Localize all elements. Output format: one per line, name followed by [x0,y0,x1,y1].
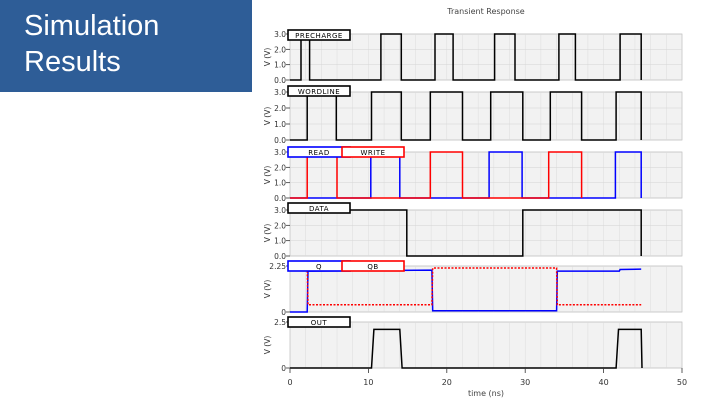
x-tick-label: 10 [363,378,373,387]
chart-panel: 2.25 0 V (V) Q QB [263,260,683,317]
plot-area [289,91,683,141]
y-tick-label: 1.0 [274,237,286,246]
plot-area [289,33,683,81]
legend-box [287,85,351,97]
legend-label: Q [316,263,322,271]
x-axis-label: time (ns) [468,389,504,398]
chart-panel: 3.0 2.0 1.0 0.0 V (V) WORDLINE [263,85,683,145]
legend-label: DATA [309,205,329,213]
y-tick-label: 1.0 [274,120,286,129]
chart-panel: 3.0 2.0 1.0 0.0V (V) READ WRITE [263,146,683,203]
y-axis-label: V (V) [263,224,272,243]
legend-box [287,29,351,41]
y-tick-label: 2.0 [274,104,286,113]
x-tick-label: 40 [599,378,609,387]
y-axis-label: V (V) [263,280,272,299]
y-tick-label: 0.0 [274,76,286,85]
y-tick-label: 2.0 [274,221,286,230]
y-tick-label: 0.0 [274,252,286,261]
plot-area [289,151,683,199]
y-tick-label: 2.25 [269,262,286,271]
series-line [290,33,642,81]
legend-label: QB [367,263,378,271]
y-tick-label: 0 [281,364,286,373]
series-line [290,209,642,257]
legend-label: WORDLINE [298,88,340,96]
y-tick-label: 3.0 [274,30,286,39]
chart-panels: 3.02.01.00.0V (V)PRECHARGE3.02.01.00.0V … [263,29,683,373]
plot-area [289,209,683,257]
x-tick-label: 20 [442,378,452,387]
y-tick-label: 3.0 [274,148,286,157]
y-tick-label: 0 [281,308,286,317]
y-axis-label: V (V) [263,48,272,67]
y-axis-label: V (V) [263,336,272,355]
title-panel [0,0,252,92]
y-tick-label: 3.0 [274,206,286,215]
legend-label: WRITE [360,149,385,157]
series-line [290,266,642,306]
x-tick-label: 0 [287,378,292,387]
y-tick-label: 2.0 [274,163,286,172]
x-tick-label: 50 [677,378,687,387]
legend-label: PRECHARGE [295,32,343,40]
slide-title: Simulation Results [24,10,160,78]
series-line [290,91,642,141]
x-tick-label: 30 [520,378,530,387]
y-axis-label: V (V) [263,166,272,185]
chart-panel: 3.0 2.0 1.0 0.0V (V) DATA [263,202,683,261]
legend-box [287,316,351,328]
series-line [290,328,643,369]
legend-box [341,146,405,158]
y-axis-label: V (V) [263,107,272,126]
y-tick-label: 1.0 [274,179,286,188]
y-tick-label: 1.0 [274,61,286,70]
chart-title: Transient Response [446,7,525,16]
legend-label: READ [308,149,329,157]
chart-panel: 3.0 2.0 1.0 0.0V (V) PRECHARGE [263,29,683,85]
legend-label: OUT [311,319,328,327]
y-tick-label: 2.0 [274,45,286,54]
y-tick-label: 0.0 [274,136,286,145]
x-axis: 0 10 20 30 40 50 [287,368,687,387]
chart-panel: 2.5 0 V (V) OUT [263,316,683,373]
legend-box [341,260,405,272]
y-tick-label: 2.5 [274,318,286,327]
legend-box [287,202,351,214]
series-line [290,268,642,313]
y-tick-label: 3.0 [274,88,286,97]
y-tick-label: 0.0 [274,194,286,203]
